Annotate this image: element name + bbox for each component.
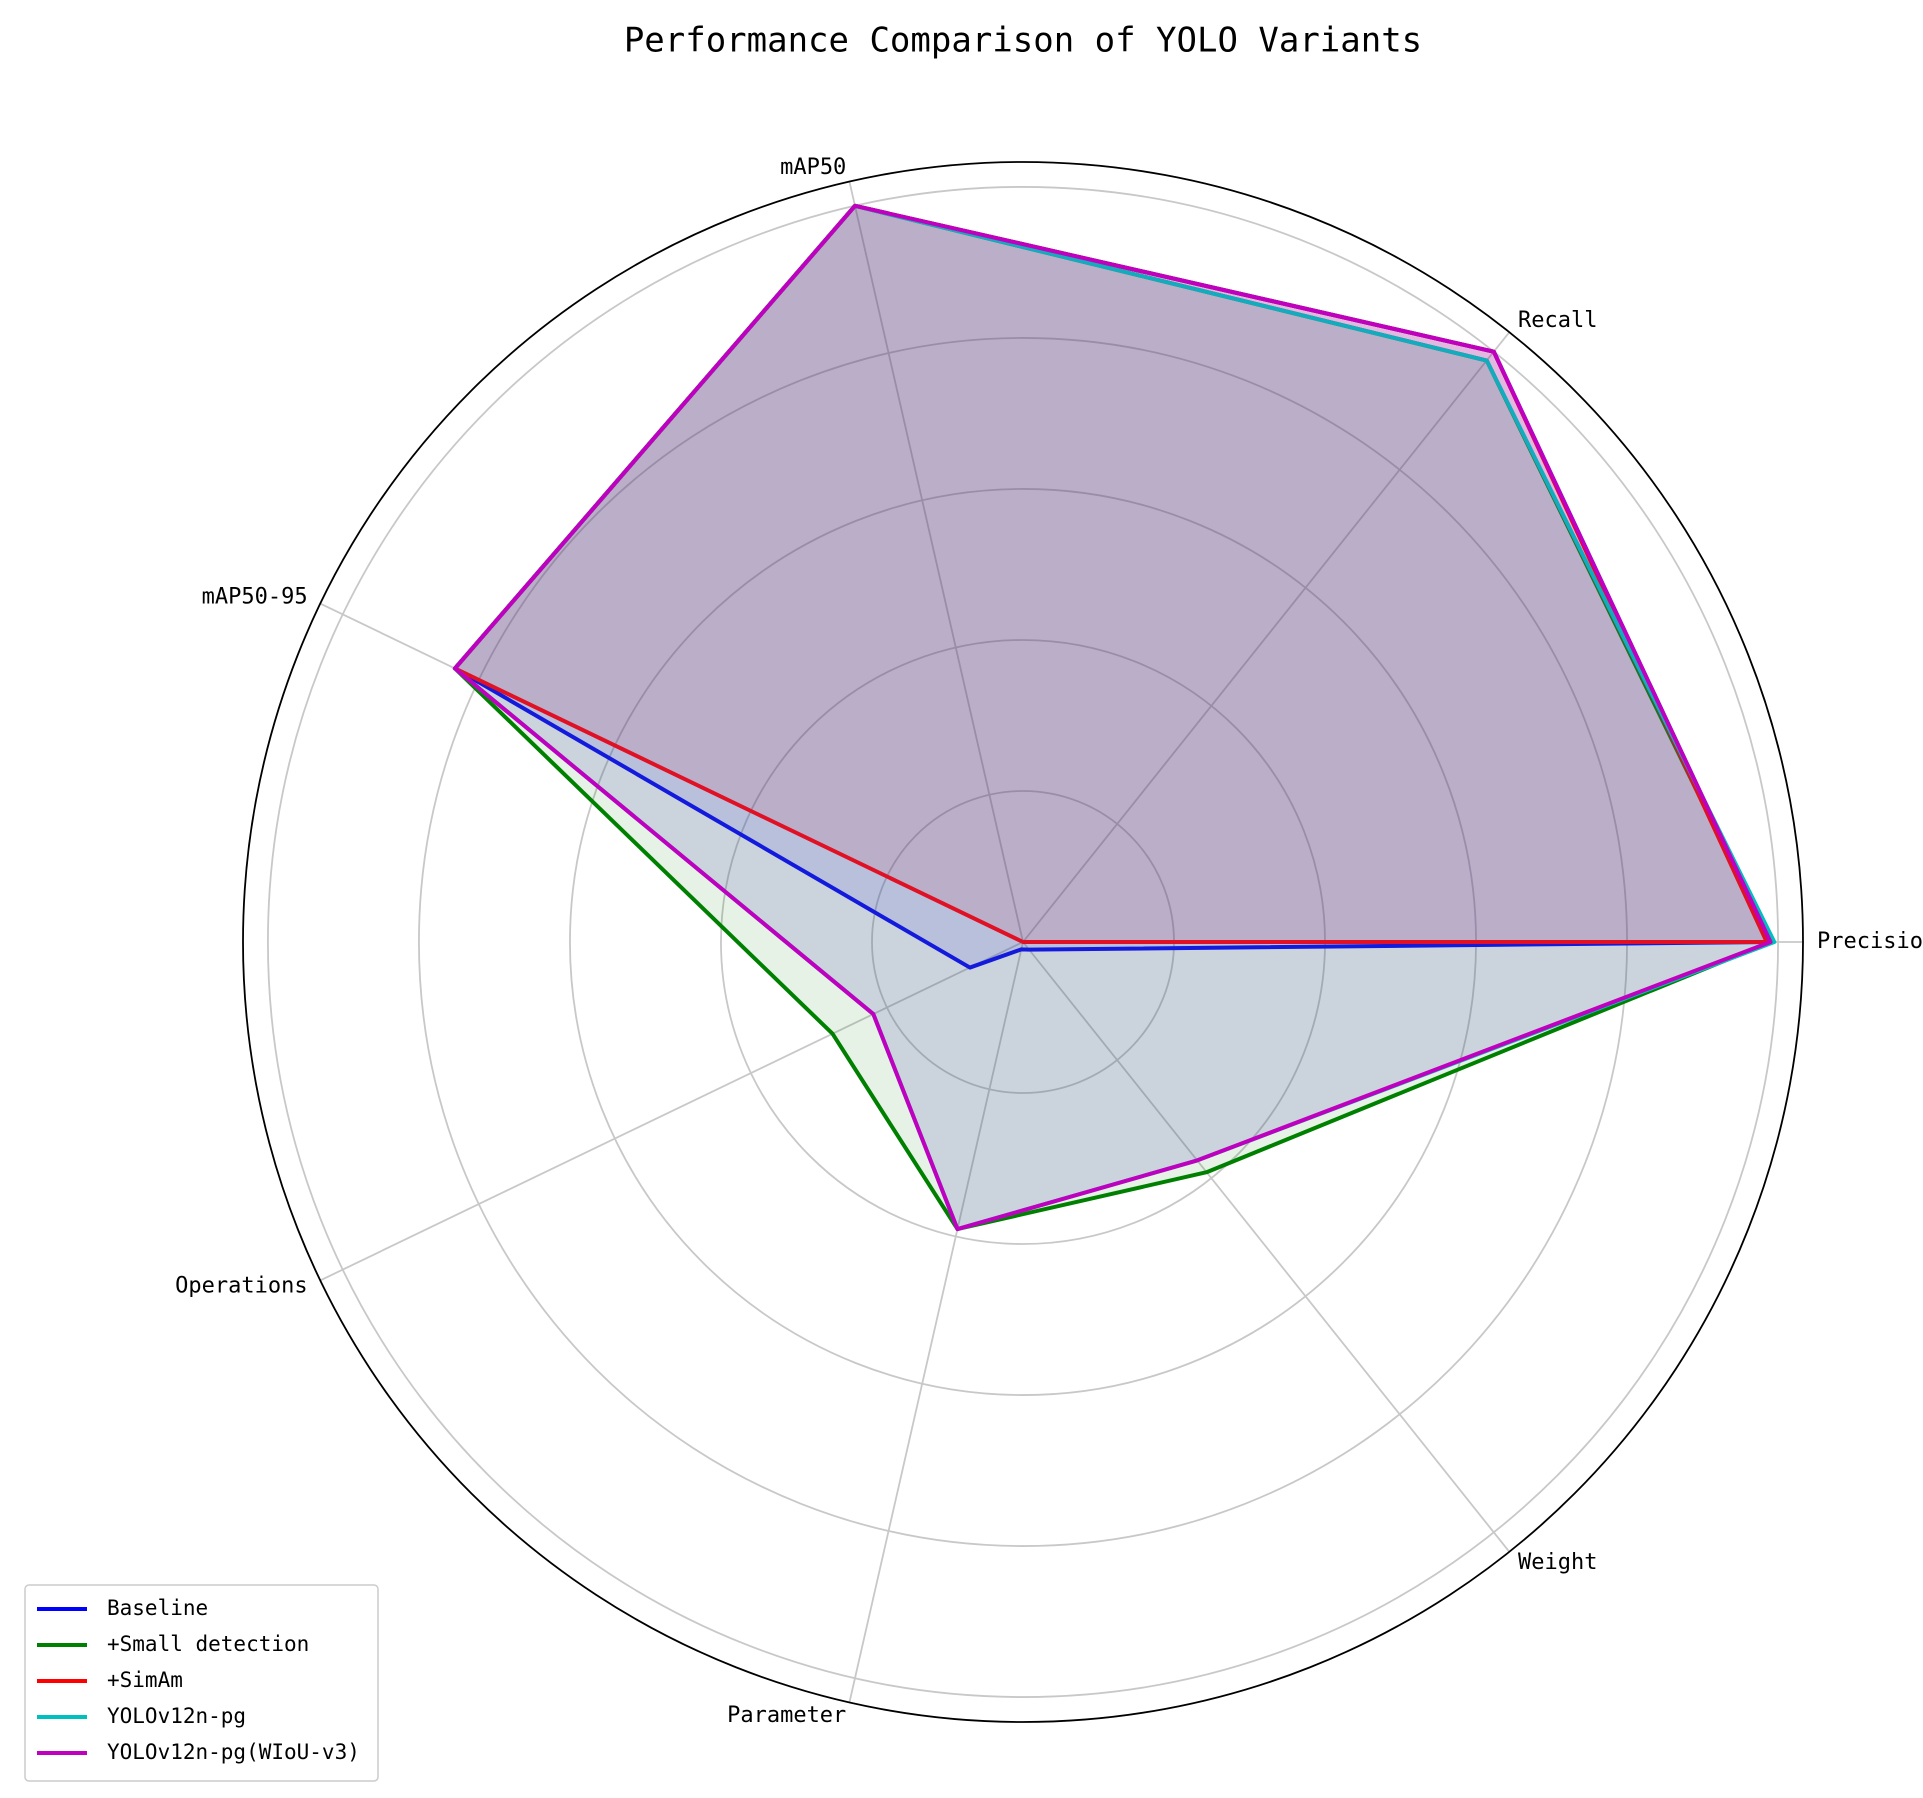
- axis-label: Operations: [175, 1274, 307, 1299]
- series-area: [454, 205, 1767, 943]
- grid-spoke: [319, 941, 1024, 1282]
- axis-label: Precision: [1817, 929, 1923, 954]
- grid-spoke: [848, 941, 1024, 1703]
- legend-label: YOLOv12n-pg(WIoU-v3): [107, 1740, 360, 1764]
- chart-title: Performance Comparison of YOLO Variants: [624, 21, 1422, 61]
- legend-label: Baseline: [107, 1596, 208, 1620]
- legend-box: [24, 1584, 379, 1782]
- grid-spoke: [848, 181, 1024, 943]
- axis-label: Parameter: [727, 1703, 846, 1728]
- grid-spoke: [1022, 331, 1511, 943]
- axis-label: mAP50: [780, 155, 846, 180]
- series-area: [454, 205, 1771, 1230]
- axis-label: Recall: [1518, 308, 1597, 333]
- series-area: [454, 205, 1771, 968]
- series-line: [452, 203, 1773, 1232]
- legend-label: YOLOv12n-pg: [107, 1704, 246, 1728]
- legend-label: +SimAm: [107, 1668, 183, 1692]
- axis-label: Weight: [1518, 1550, 1597, 1575]
- outer-frame: [242, 161, 1804, 1723]
- legend-label: +Small detection: [107, 1632, 309, 1656]
- series-area: [454, 205, 1775, 1230]
- axis-label: mAP50-95: [202, 584, 308, 609]
- series-area: [454, 205, 1771, 1230]
- grid-spoke: [1022, 941, 1511, 1553]
